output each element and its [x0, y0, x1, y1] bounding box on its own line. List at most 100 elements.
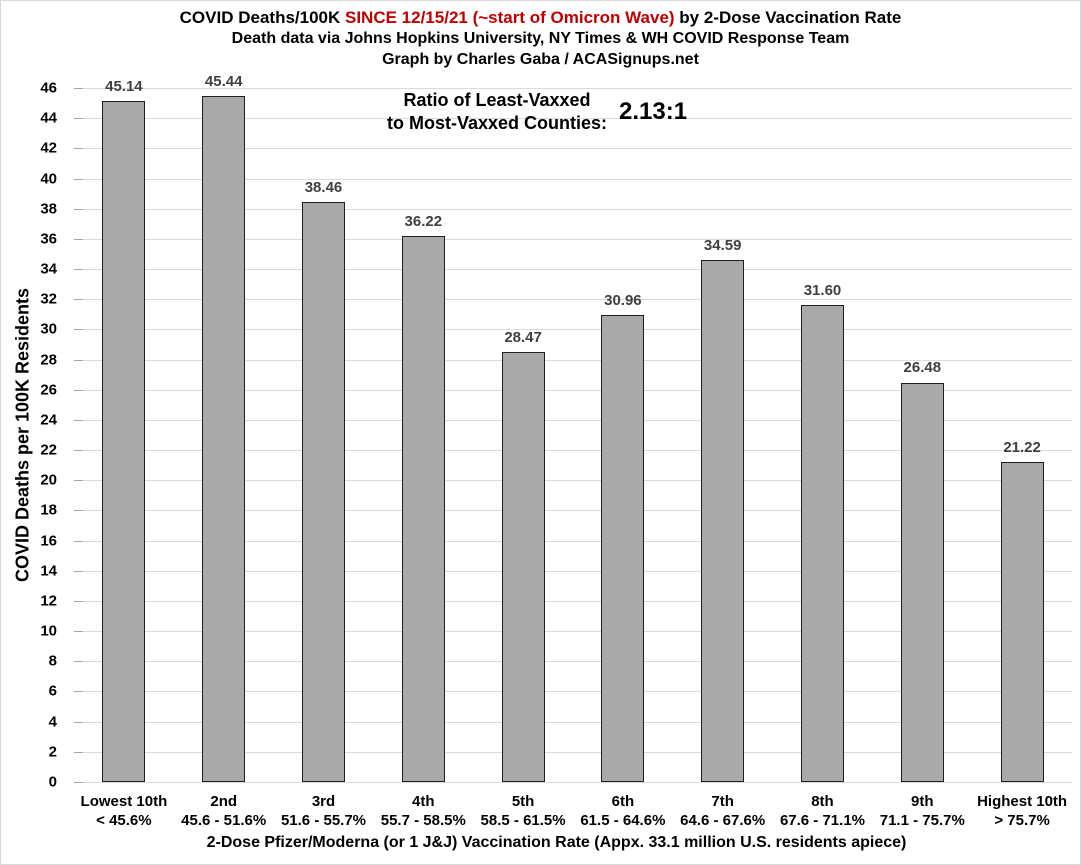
bar: [102, 100, 146, 782]
y-tick-mark: [74, 88, 83, 89]
y-tick-label: 10: [40, 622, 57, 640]
category-range-label: 58.5 - 61.5%: [480, 812, 566, 829]
gridline: [74, 359, 1072, 361]
category-label: 4th: [412, 793, 435, 810]
category-cell: Lowest 10th < 45.6%: [74, 792, 174, 830]
bar: [1000, 461, 1044, 782]
gridline: [74, 600, 1072, 602]
category-label: Lowest 10th: [80, 793, 168, 810]
gridline: [74, 721, 1072, 723]
bar: [701, 260, 745, 782]
y-tick-mark: [74, 329, 83, 331]
chart-subtitle: Death data via Johns Hopkins University,…: [231, 30, 850, 47]
gridline: [74, 480, 1072, 482]
bar-value-label: 31.60: [803, 282, 842, 300]
chart-title: COVID Deaths/100K SINCE 12/15/21 (~start…: [1, 7, 1080, 28]
bar-value-label: 36.22: [404, 212, 443, 230]
category-cell: 4th 55.7 - 58.5%: [373, 792, 473, 830]
y-tick-mark: [74, 661, 83, 663]
ratio-annotation-line1: Ratio of Least-Vaxxed: [403, 90, 591, 110]
gridline: [74, 148, 1072, 150]
y-tick-label: 44: [40, 109, 57, 127]
category-range-label: 67.6 - 71.1%: [779, 812, 865, 829]
gridline: [74, 691, 1072, 693]
y-tick-label: 34: [40, 260, 57, 278]
y-tick-mark: [74, 540, 83, 542]
y-tick-label: 14: [40, 562, 57, 580]
gridline: [74, 389, 1072, 391]
category-cell: 7th 64.6 - 67.6%: [673, 792, 773, 830]
gridline: [74, 208, 1072, 210]
category-label: 3rd: [311, 793, 336, 810]
gridline: [74, 570, 1072, 572]
y-tick-mark: [74, 208, 83, 210]
y-tick-mark: [74, 389, 83, 391]
y-tick-label: 46: [40, 79, 57, 97]
ratio-annotation: Ratio of Least-Vaxxed to Most-Vaxxed Cou…: [387, 89, 687, 135]
category-label: Highest 10th: [977, 793, 1068, 810]
gridline: [74, 419, 1072, 421]
y-tick-mark: [74, 359, 83, 361]
gridline: [74, 661, 1072, 663]
y-tick-mark: [74, 631, 83, 633]
y-tick-mark: [74, 419, 83, 421]
gridline: [74, 88, 1072, 89]
y-tick-label: 16: [40, 532, 57, 550]
gridline: [74, 751, 1072, 753]
category-range-label: > 75.7%: [994, 812, 1050, 829]
ratio-annotation-line2: to Most-Vaxxed Counties:: [387, 113, 608, 133]
y-tick-label: 24: [40, 411, 57, 429]
y-tick-mark: [74, 510, 83, 512]
category-range-label: 51.6 - 55.7%: [280, 812, 367, 829]
y-tick-mark: [74, 450, 83, 452]
chart-title-prefix: COVID Deaths/100K: [179, 8, 345, 27]
category-range-label: 55.7 - 58.5%: [380, 812, 466, 829]
category-cell: 2nd 45.6 - 51.6%: [174, 792, 274, 830]
y-tick-label: 4: [48, 713, 57, 731]
bar: [401, 235, 445, 782]
gridline: [74, 540, 1072, 542]
gridline: [74, 631, 1072, 633]
bar-value-label: 30.96: [604, 291, 642, 309]
gridline: [74, 178, 1072, 180]
category-label: 5th: [511, 793, 535, 810]
bar-value-label: 34.59: [703, 237, 742, 255]
y-tick-mark: [74, 782, 83, 783]
bar-value-label: 38.46: [304, 178, 343, 196]
chart-credit: Graph by Charles Gaba / ACASignups.net: [382, 51, 699, 68]
gridline: [74, 510, 1072, 512]
bar-value-label: 28.47: [504, 329, 542, 347]
gridline: [74, 450, 1072, 452]
y-tick-label: 20: [40, 471, 57, 489]
category-range-label: 71.1 - 75.7%: [879, 812, 965, 829]
category-cell: 5th 58.5 - 61.5%: [473, 792, 573, 830]
category-range-label: 64.6 - 67.6%: [680, 812, 766, 829]
category-label: 8th: [811, 793, 834, 810]
y-tick-label: 2: [48, 743, 57, 761]
y-tick-label: 18: [40, 501, 57, 519]
gridline: [74, 329, 1072, 331]
bar: [302, 201, 345, 782]
y-tick-label: 26: [40, 381, 57, 399]
category-cell: 8th 67.6 - 71.1%: [773, 792, 873, 830]
y-tick-label: 32: [40, 290, 57, 308]
bar-value-label: 21.22: [1003, 438, 1041, 456]
category-label: 2nd: [210, 793, 238, 810]
y-tick-label: 8: [48, 652, 57, 670]
y-tick-mark: [74, 238, 83, 240]
y-tick-mark: [74, 751, 83, 753]
category-label: 9th: [911, 793, 934, 810]
category-cell: 3rd 51.6 - 55.7%: [274, 792, 374, 830]
category-range-label: < 45.6%: [96, 812, 152, 829]
ratio-annotation-value: 2.13:1: [619, 98, 688, 125]
bar-value-label: 45.44: [204, 73, 243, 91]
category-label: 6th: [611, 793, 635, 810]
category-cell: 6th 61.5 - 64.6%: [573, 792, 673, 830]
y-tick-label: 0: [48, 773, 57, 791]
chart-title-suffix: by 2-Dose Vaccination Rate: [674, 8, 902, 27]
gridline: [74, 118, 1072, 120]
y-tick-mark: [74, 178, 83, 180]
x-axis-title: 2-Dose Pfizer/Moderna (or 1 J&J) Vaccina…: [206, 834, 907, 851]
gridline: [74, 269, 1072, 271]
